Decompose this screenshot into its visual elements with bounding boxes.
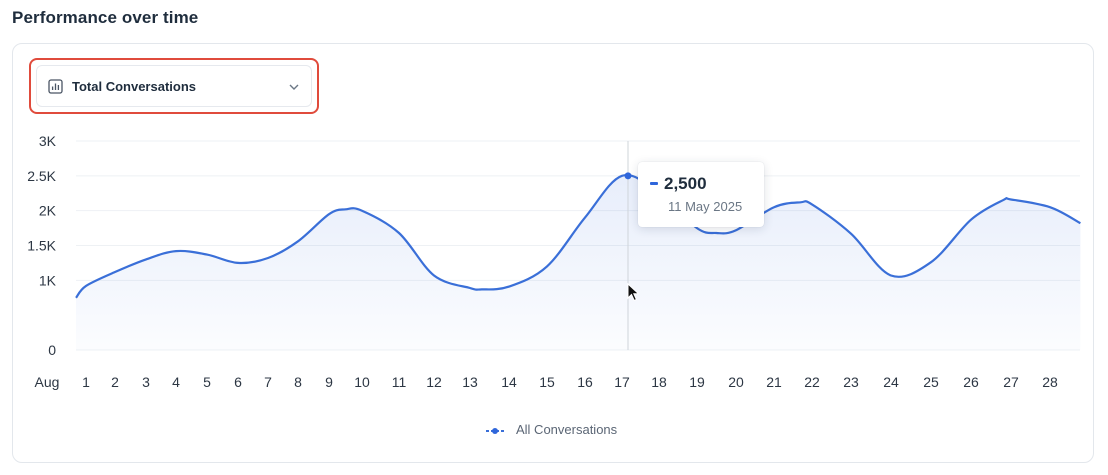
x-tick-label: 14 [501,374,517,390]
y-tick-label: 1K [39,272,57,288]
tooltip-value: 2,500 [664,174,707,193]
x-tick-label: 7 [264,374,272,390]
highlight-point [624,172,632,180]
y-tick-label: 3K [39,133,57,149]
tooltip-series-swatch [650,182,658,185]
metric-selector-label: Total Conversations [72,78,197,94]
x-tick-label: 13 [462,374,478,390]
metric-selector-highlight: Total Conversations [29,58,319,114]
x-tick-label: 23 [843,374,859,390]
x-tick-label: 10 [354,374,370,390]
y-tick-label: 1.5K [27,238,56,254]
x-tick-label: 1 [82,374,90,390]
x-tick-label: 25 [923,374,939,390]
mouse-pointer-icon [627,282,641,303]
chevron-down-icon [288,80,300,92]
series-area [76,175,1081,350]
x-tick-label: 26 [963,374,979,390]
x-tick-label: 18 [651,374,667,390]
x-tick-label: 12 [426,374,442,390]
x-tick-label: 21 [766,374,782,390]
x-tick-label: 15 [539,374,555,390]
x-tick-label: 20 [728,374,744,390]
chart-tooltip: 2,500 11 May 2025 [638,162,764,227]
page-title: Performance over time [12,8,199,27]
legend-label: All Conversations [516,422,618,437]
x-tick-label: 24 [883,374,899,390]
x-tick-label: 28 [1042,374,1058,390]
x-tick-label: 5 [203,374,211,390]
y-tick-label: 2K [39,203,57,219]
x-axis-labels: Aug 1 2 3 4 5 6 7 8 9 10 11 12 13 14 15 16 17 18 19 20 21 22 23… [35,374,1058,390]
x-tick-label: 22 [804,374,820,390]
x-tick-label: 2 [111,374,119,390]
legend-series-icon [485,424,505,436]
y-tick-label: 2.5K [27,168,56,184]
x-tick-label: 4 [172,374,180,390]
x-tick-label: 11 [392,374,407,390]
x-tick-label: 9 [325,374,333,390]
chart-legend[interactable]: All Conversations [485,422,617,437]
x-tick-label: 27 [1003,374,1019,390]
x-tick-label: 3 [142,374,150,390]
x-tick-label: 16 [577,374,593,390]
series-line [75,173,1081,299]
x-tick-label: Aug [35,374,60,390]
y-tick-label: 0 [48,342,56,358]
metric-selector-dropdown[interactable]: Total Conversations [36,65,312,107]
y-axis-labels: 0 1K 1.5K 2K 2.5K 3K [27,133,56,358]
x-tick-label: 17 [614,374,630,390]
tooltip-date: 11 May 2025 [668,199,743,214]
x-tick-label: 19 [689,374,705,390]
x-tick-label: 6 [234,374,242,390]
x-tick-label: 8 [294,374,302,390]
bar-chart-icon [48,78,63,94]
